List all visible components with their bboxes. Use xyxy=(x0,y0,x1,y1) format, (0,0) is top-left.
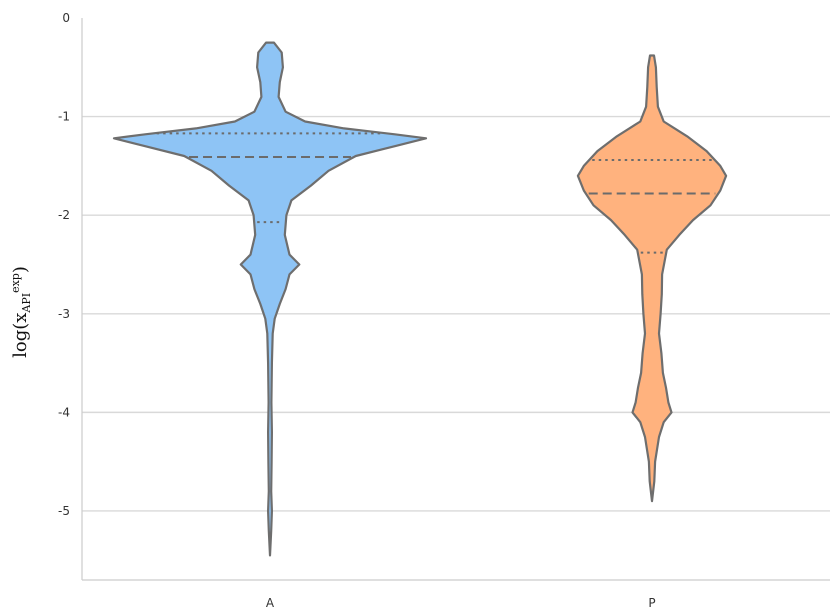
y-tick-label: 0 xyxy=(62,11,70,25)
violin-body xyxy=(112,41,428,557)
x-tick-label: P xyxy=(648,596,655,610)
violin-layer xyxy=(112,41,728,557)
y-axis-label-suffix: ) xyxy=(10,266,31,273)
y-axis-label-prefix: log(x xyxy=(10,313,31,358)
axis-layer: 0 -1 -2 -3 -4 -5 A P xyxy=(58,11,830,610)
y-tick-label: -1 xyxy=(58,110,70,124)
y-tick-label: -2 xyxy=(58,208,70,222)
y-tick-label: -3 xyxy=(58,307,70,321)
y-axis-label-superscript: exp xyxy=(9,273,22,293)
grid-layer xyxy=(82,115,830,512)
violin-A xyxy=(112,41,428,557)
label-layer: log(xAPIexp) xyxy=(9,266,33,358)
x-tick-label: A xyxy=(266,596,275,610)
y-axis-label-subscript: API xyxy=(20,293,33,314)
violin-P xyxy=(576,54,728,503)
y-axis-label: log(xAPIexp) xyxy=(9,266,33,358)
violin-body xyxy=(576,54,728,503)
y-tick-label: -5 xyxy=(58,504,70,518)
y-tick-label: -4 xyxy=(58,405,70,419)
